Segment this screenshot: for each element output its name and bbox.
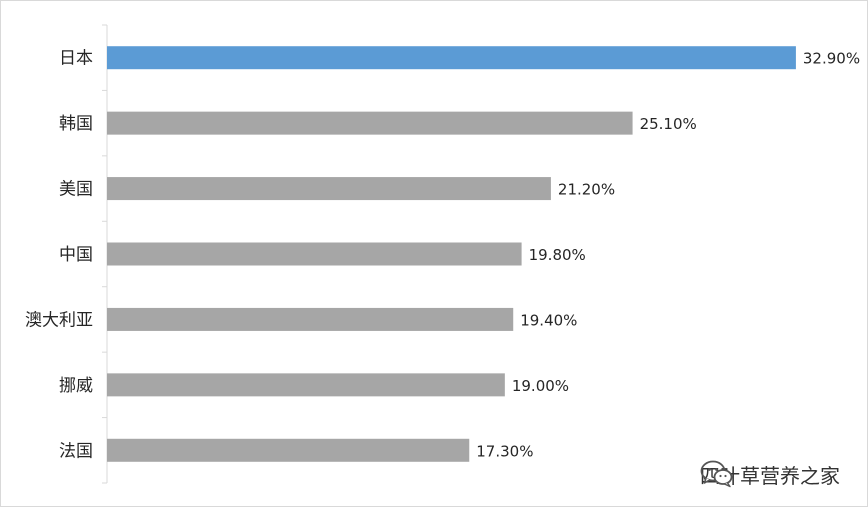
category-label: 中国 <box>59 245 93 265</box>
category-label: 澳大利亚 <box>25 310 93 330</box>
bar <box>107 111 633 135</box>
category-label: 法国 <box>59 441 93 461</box>
category-label: 美国 <box>59 180 93 200</box>
bars <box>107 46 796 462</box>
value-label: 19.00% <box>512 377 569 395</box>
bar <box>107 438 470 462</box>
y-axis-ticks <box>102 24 107 484</box>
value-labels: 32.90% 25.10% 21.20% 19.80% 19.40% 19.00% 17.3… <box>476 50 860 461</box>
value-label: 21.20% <box>558 181 615 199</box>
wechat-icon <box>700 460 733 488</box>
value-label: 19.80% <box>529 246 586 264</box>
value-label: 32.90% <box>803 50 860 68</box>
bar <box>107 307 514 331</box>
bar <box>107 242 522 266</box>
category-label: 挪威 <box>59 376 93 396</box>
bar <box>107 177 551 201</box>
value-label: 19.40% <box>520 311 577 329</box>
value-label: 17.30% <box>476 442 533 460</box>
category-label: 日本 <box>59 49 93 69</box>
value-label: 25.10% <box>640 115 697 133</box>
category-label: 韩国 <box>59 114 93 134</box>
bar <box>107 373 505 397</box>
bar <box>107 46 796 70</box>
watermark: 四叶草营养之家 <box>700 460 840 489</box>
